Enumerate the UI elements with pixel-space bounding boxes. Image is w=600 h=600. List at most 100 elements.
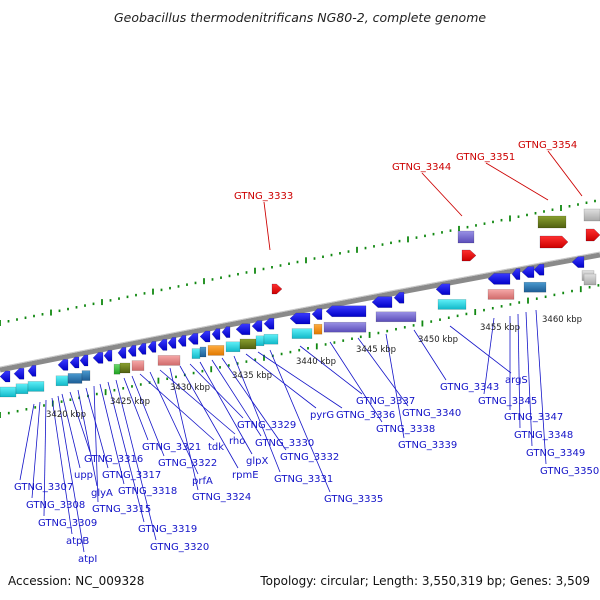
gene-label-gtng-3315: GTNG_3315 (92, 504, 151, 515)
gene-block (55, 375, 69, 387)
highlight-connector-line (485, 162, 549, 201)
gene-arrow (585, 228, 600, 242)
gene-arrow (57, 359, 69, 371)
gene-block (487, 289, 515, 300)
connector-line (77, 389, 98, 487)
scale-label-3425-kbp: 3425 kbp (110, 397, 150, 407)
gene-arrow (187, 333, 199, 345)
connector-line (329, 341, 383, 423)
gene-block (207, 345, 225, 356)
gene-label-gtng-3330: GTNG_3330 (255, 438, 314, 449)
gene-label-gtng-3332: GTNG_3332 (280, 452, 339, 463)
gene-arrow (487, 273, 511, 285)
connector-line (149, 371, 199, 475)
gene-arrow (521, 266, 535, 278)
gene-label-prfa: prfA (192, 476, 213, 487)
gene-label-atpi: atpI (78, 554, 97, 565)
connector-line (299, 345, 363, 395)
gene-arrow (511, 268, 521, 280)
accession-text: Accession: NC_009328 (8, 574, 145, 588)
gene-arrow (221, 326, 231, 338)
gene-arrow (0, 370, 11, 383)
gene-block (537, 215, 567, 229)
highlight-label-gtng-3351: GTNG_3351 (456, 152, 515, 163)
connector-line (357, 337, 409, 407)
connector-line (245, 353, 317, 409)
connector-line (57, 395, 85, 553)
gene-label-gtng-3324: GTNG_3324 (192, 492, 251, 503)
gene-arrow (263, 317, 275, 330)
gene-label-gtng-3350: GTNG_3350 (540, 466, 599, 477)
gene-arrow (92, 352, 104, 364)
gene-block (199, 346, 207, 358)
gene-arrow (371, 296, 393, 308)
gene-label-gtng-3318: GTNG_3318 (118, 486, 177, 497)
highlight-label-gtng-3344: GTNG_3344 (392, 162, 451, 173)
gene-arrow (393, 291, 405, 304)
highlight-connector-line (263, 201, 271, 251)
gene-arrow (539, 235, 569, 249)
connector-line (385, 333, 405, 439)
gene-block (437, 299, 467, 310)
gene-label-pyrg: pyrG (310, 410, 334, 421)
gene-label-atpb: atpB (66, 536, 89, 547)
scale-label-3435-kbp: 3435 kbp (232, 371, 272, 381)
connector-line (139, 373, 215, 441)
gene-arrow (533, 263, 545, 276)
connector-line (257, 351, 343, 409)
gene-label-rpme: rpmE (232, 470, 259, 481)
connector-line (123, 377, 149, 441)
gene-label-gtng-3345: GTNG_3345 (478, 396, 537, 407)
gene-label-gtng-3336: GTNG_3336 (336, 410, 395, 421)
connector-line (269, 349, 331, 493)
gene-arrow (311, 308, 323, 320)
scale-label-3430-kbp: 3430 kbp (170, 383, 210, 393)
gene-block (157, 355, 181, 366)
scale-labels: 3420 kbp 3425 kbp 3430 kbp 3435 kbp 3440 kbp… (46, 315, 582, 420)
gene-label-rho: rho (229, 436, 245, 447)
gene-label-gtng-3309: GTNG_3309 (38, 518, 97, 529)
highlight-connector-line (421, 172, 463, 217)
connector-line (221, 357, 287, 451)
scale-label-3450-kbp: 3450 kbp (418, 335, 458, 345)
gene-arrow (69, 356, 80, 369)
scale-label-3460-kbp: 3460 kbp (542, 315, 582, 325)
connector-line (31, 401, 41, 499)
gene-label-gtng-3307: GTNG_3307 (14, 482, 73, 493)
scale-label-3445-kbp: 3445 kbp (356, 345, 396, 355)
gene-arrow (435, 283, 451, 296)
gene-arrow (167, 337, 177, 349)
gene-label-gtng-3329: GTNG_3329 (237, 420, 296, 431)
scale-label-3440-kbp: 3440 kbp (296, 357, 336, 367)
scale-label-3420-kbp: 3420 kbp (46, 410, 86, 420)
gene-label-glpx: glpX (246, 456, 268, 467)
connector-line (99, 383, 125, 485)
gene-arrow (147, 341, 157, 353)
gene-arrow (13, 367, 25, 380)
gene-arrow (211, 328, 221, 340)
connector-line (93, 385, 99, 503)
gene-label-gtng-3338: GTNG_3338 (376, 424, 435, 435)
connector-line (107, 381, 145, 523)
connector-line (115, 379, 157, 541)
connector-line (525, 311, 533, 447)
connector-line (211, 359, 262, 437)
gene-arrow (199, 330, 211, 343)
gene-label-gtng-3319: GTNG_3319 (138, 524, 197, 535)
gene-block (313, 323, 323, 335)
gene-block (225, 341, 241, 353)
gene-block (239, 338, 257, 350)
gene-arrow (127, 345, 137, 357)
gene-label-gtng-3339: GTNG_3339 (398, 440, 457, 451)
connector-line (85, 387, 109, 469)
gene-label-gtng-3337: GTNG_3337 (356, 396, 415, 407)
gene-block (263, 333, 279, 345)
gene-arrow (289, 312, 311, 325)
map-title: Geobacillus thermodenitrificans NG80-2, … (113, 10, 487, 25)
gene-arrow (235, 323, 251, 336)
gene-label-gtng-3322: GTNG_3322 (158, 458, 217, 469)
connector-line (69, 391, 91, 453)
gene-label-gtng-3335: GTNG_3335 (324, 494, 383, 505)
highlight-label-gtng-3333: GTNG_3333 (234, 191, 293, 202)
